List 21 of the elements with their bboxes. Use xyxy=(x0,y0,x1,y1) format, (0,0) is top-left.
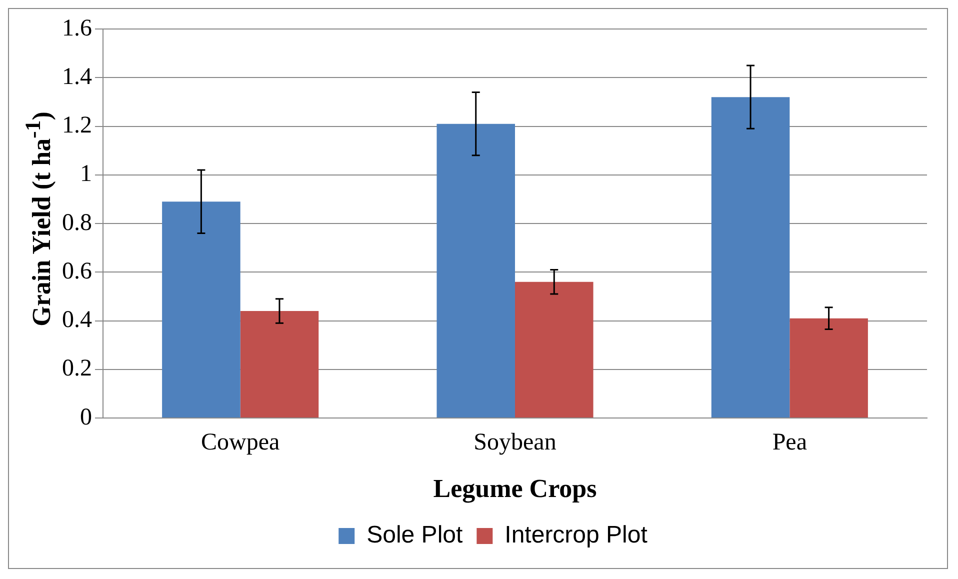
bar xyxy=(790,318,868,418)
x-tick-label: Pea xyxy=(772,430,808,456)
legend-label: Intercrop Plot xyxy=(504,522,648,549)
bar xyxy=(436,124,515,418)
y-tick-label: 0.6 xyxy=(62,258,92,284)
y-tick-label: 0.8 xyxy=(62,210,92,236)
y-tick-label: 1 xyxy=(80,161,92,188)
x-tick-label: Soybean xyxy=(474,430,556,456)
bar xyxy=(711,97,790,418)
y-tick-label: 0.2 xyxy=(62,356,92,382)
y-tick-label: 1.2 xyxy=(62,112,92,139)
y-tick-label: 0 xyxy=(80,404,92,430)
y-tick-label: 1.6 xyxy=(62,15,92,42)
y-tick-label: 1.4 xyxy=(62,64,92,90)
y-tick-label: 0.4 xyxy=(62,307,92,334)
bar xyxy=(162,202,240,418)
bar xyxy=(240,311,319,418)
x-axis-title: Legume Crops xyxy=(433,474,597,504)
legend-label: Sole Plot xyxy=(366,522,463,549)
bar xyxy=(515,282,594,418)
x-tick-label: Cowpea xyxy=(201,430,280,456)
